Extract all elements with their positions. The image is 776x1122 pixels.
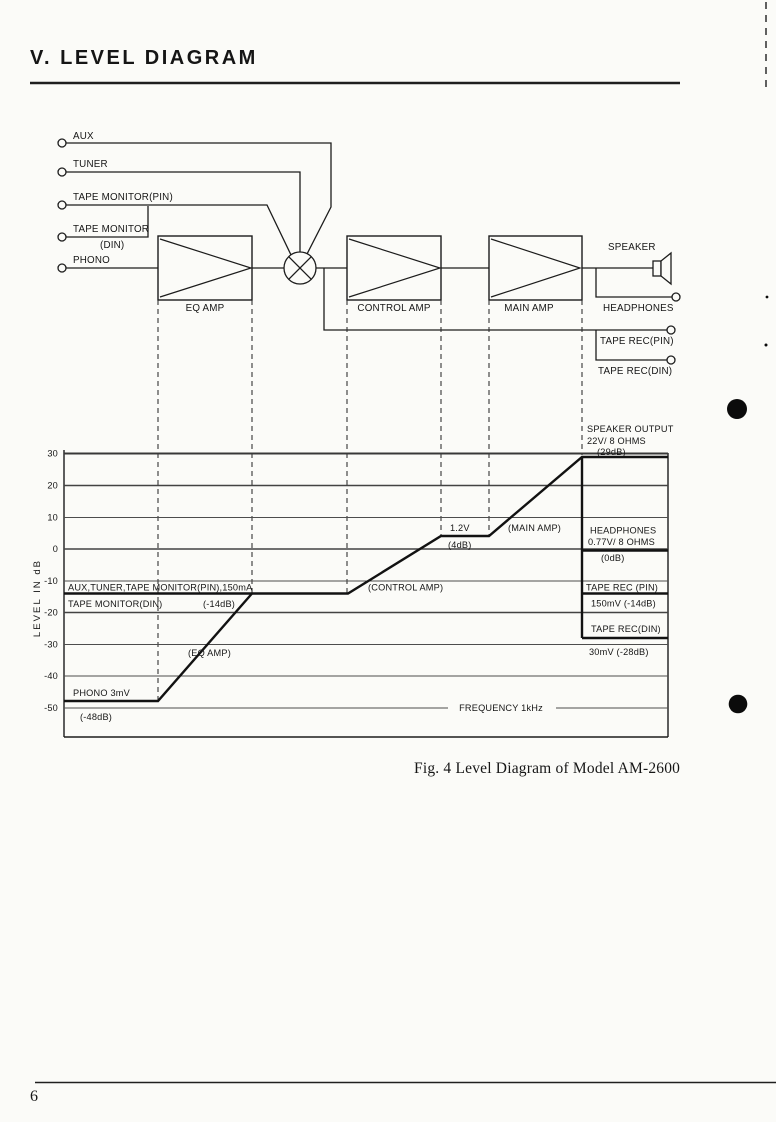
annotation-main-amp: (MAIN AMP) — [508, 523, 561, 533]
ink-speck — [765, 295, 769, 299]
eq-amp-triangle-icon — [159, 238, 253, 298]
terminal-headphones — [671, 292, 681, 302]
control-amp-triangle-icon — [348, 238, 442, 298]
label-speaker: SPEAKER — [608, 242, 656, 253]
label-tuner: TUNER — [73, 159, 108, 170]
registration-dot — [728, 694, 748, 714]
annotation-headphones-1: HEADPHONES — [590, 526, 656, 536]
main-amp-box — [488, 235, 583, 301]
annotation-eq-amp: (EQ AMP) — [188, 648, 231, 658]
annotation-input-row: AUX,TUNER,TAPE MONITOR(PIN),150mA — [68, 583, 253, 593]
annotation-headphones-2: 0.77V/ 8 OHMS — [588, 537, 655, 547]
annotation-speaker-output-3: (29dB) — [597, 447, 626, 457]
annotation-phono-level: PHONO 3mV — [73, 688, 131, 698]
figure-caption: Fig. 4 Level Diagram of Model AM-2600 — [414, 760, 681, 777]
wire-tape-monitor-din — [66, 206, 149, 238]
level-chart: LEVEL IN dB 30 20 10 0 -10 -20 -30 -40 -… — [32, 424, 674, 738]
tick-m40: -40 — [44, 671, 58, 681]
label-aux: AUX — [73, 131, 94, 142]
section-title: V. LEVEL DIAGRAM — [30, 47, 258, 69]
wire-tape-rec-pin — [323, 268, 667, 331]
label-tape-rec-pin: TAPE REC(PIN) — [600, 336, 674, 347]
annotation-control-amp: (CONTROL AMP) — [368, 583, 443, 593]
label-control-amp: CONTROL AMP — [357, 303, 430, 314]
tick-0: 0 — [53, 544, 58, 554]
tick-m20: -20 — [44, 608, 58, 618]
terminal-aux — [57, 138, 67, 148]
label-tape-monitor-din2: (DIN) — [100, 240, 124, 251]
label-tape-monitor-din: TAPE MONITOR — [73, 224, 149, 235]
label-tape-monitor-pin: TAPE MONITOR(PIN) — [73, 192, 173, 203]
tick-m50: -50 — [44, 703, 58, 713]
trace-phono-eq — [64, 592, 253, 703]
annotation-4db: (4dB) — [448, 540, 471, 550]
wire-tuner — [66, 171, 301, 252]
label-phono: PHONO — [73, 255, 110, 266]
annotation-eq-gain: (-14dB) — [203, 599, 235, 609]
label-eq-amp: EQ AMP — [186, 303, 225, 314]
terminal-tape-monitor-pin — [57, 200, 67, 210]
annotation-phono-db: (-48dB) — [80, 712, 112, 722]
annotation-tape-rec-din: TAPE REC(DIN) — [591, 624, 661, 634]
label-headphones: HEADPHONES — [603, 303, 674, 314]
annotation-tape-rec-pin: TAPE REC (PIN) — [586, 583, 658, 593]
speaker-icon — [652, 251, 672, 286]
wire-tape-rec-din — [595, 330, 667, 361]
eq-amp-box — [157, 235, 253, 301]
terminal-tape-monitor-din — [57, 232, 67, 242]
tick-30: 30 — [47, 449, 58, 459]
registration-dot — [727, 399, 747, 419]
wire-aux — [66, 142, 332, 257]
terminal-tape-rec-pin — [666, 325, 676, 335]
annotation-speaker-output-1: SPEAKER OUTPUT — [587, 424, 674, 434]
terminal-tuner — [57, 167, 67, 177]
annotation-1-2v: 1.2V — [450, 523, 470, 533]
ink-speck — [764, 343, 768, 347]
block-diagram: AUX TUNER TAPE MONITOR(PIN) TAPE MONITOR… — [57, 131, 681, 700]
tick-20: 20 — [47, 481, 58, 491]
annotation-tape-monitor-din: TAPE MONITOR(DIN) — [68, 599, 162, 609]
tick-m30: -30 — [44, 640, 58, 650]
main-amp-triangle-icon — [490, 238, 582, 298]
terminal-tape-rec-din — [666, 355, 676, 365]
wire-tape-monitor-pin — [66, 204, 293, 258]
annotation-headphones-3: (0dB) — [601, 553, 624, 563]
annotation-tape-rec-din-level: 30mV (-28dB) — [589, 647, 649, 657]
trace-main-path — [64, 455, 668, 595]
terminal-phono — [57, 263, 67, 273]
tick-10: 10 — [47, 513, 58, 523]
label-tape-rec-din: TAPE REC(DIN) — [598, 366, 672, 377]
label-main-amp: MAIN AMP — [504, 303, 554, 314]
annotation-tape-rec-pin-level: 150mV (-14dB) — [591, 599, 656, 609]
annotation-speaker-output-2: 22V/ 8 OHMS — [587, 436, 646, 446]
wire-headphones — [595, 268, 672, 298]
control-amp-box — [346, 235, 442, 301]
mixer-icon — [283, 251, 317, 285]
annotation-frequency: FREQUENCY 1kHz — [459, 703, 543, 713]
y-axis-label: LEVEL IN dB — [32, 559, 43, 637]
page-number: 6 — [30, 1088, 38, 1105]
tick-m10: -10 — [44, 576, 58, 586]
